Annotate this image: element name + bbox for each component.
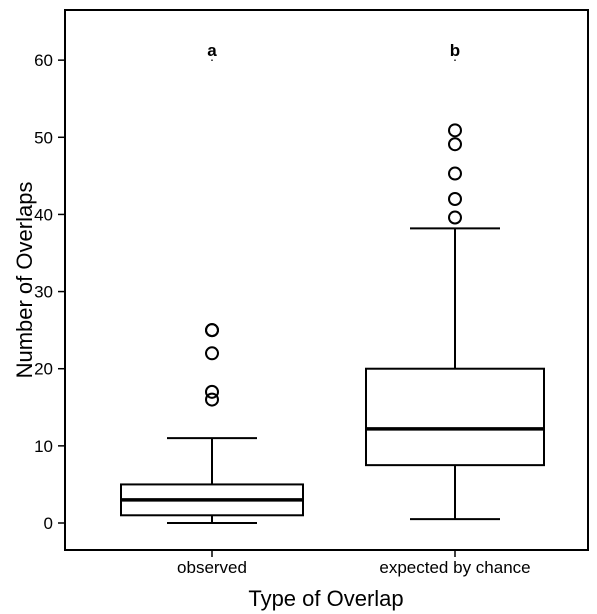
iqr-box bbox=[365, 367, 545, 467]
outlier-point bbox=[448, 137, 462, 152]
significance-letter: b bbox=[450, 41, 460, 60]
outlier-point bbox=[448, 166, 462, 181]
y-tick-label: 40 bbox=[34, 205, 53, 224]
outlier-point bbox=[205, 392, 219, 407]
y-axis-title: Number of Overlaps bbox=[12, 182, 37, 379]
y-tick-label: 10 bbox=[34, 437, 53, 456]
outlier-point bbox=[448, 192, 462, 206]
x-axis-title: Type of Overlap bbox=[248, 586, 403, 611]
x-category-label: observed bbox=[177, 558, 247, 577]
significance-marker bbox=[211, 59, 213, 61]
outlier-point bbox=[448, 210, 462, 225]
y-tick-label: 30 bbox=[34, 283, 53, 302]
y-tick-label: 60 bbox=[34, 51, 53, 70]
outlier-point bbox=[448, 123, 462, 138]
outlier-point bbox=[205, 346, 219, 361]
x-axis: observed expected by chance bbox=[177, 550, 531, 577]
outlier-point bbox=[205, 323, 219, 338]
outlier-point bbox=[205, 384, 219, 399]
y-axis: 0 10 20 30 40 50 60 bbox=[34, 51, 65, 533]
y-tick-label: 50 bbox=[34, 128, 53, 147]
plot-frame bbox=[64, 9, 589, 551]
y-tick-label: 20 bbox=[34, 360, 53, 379]
significance-marker bbox=[454, 59, 456, 61]
box-group: b bbox=[365, 41, 545, 521]
significance-letter: a bbox=[207, 41, 217, 60]
x-category-label: expected by chance bbox=[379, 558, 530, 577]
y-tick-label: 0 bbox=[44, 514, 53, 533]
box-group: a bbox=[120, 41, 304, 524]
